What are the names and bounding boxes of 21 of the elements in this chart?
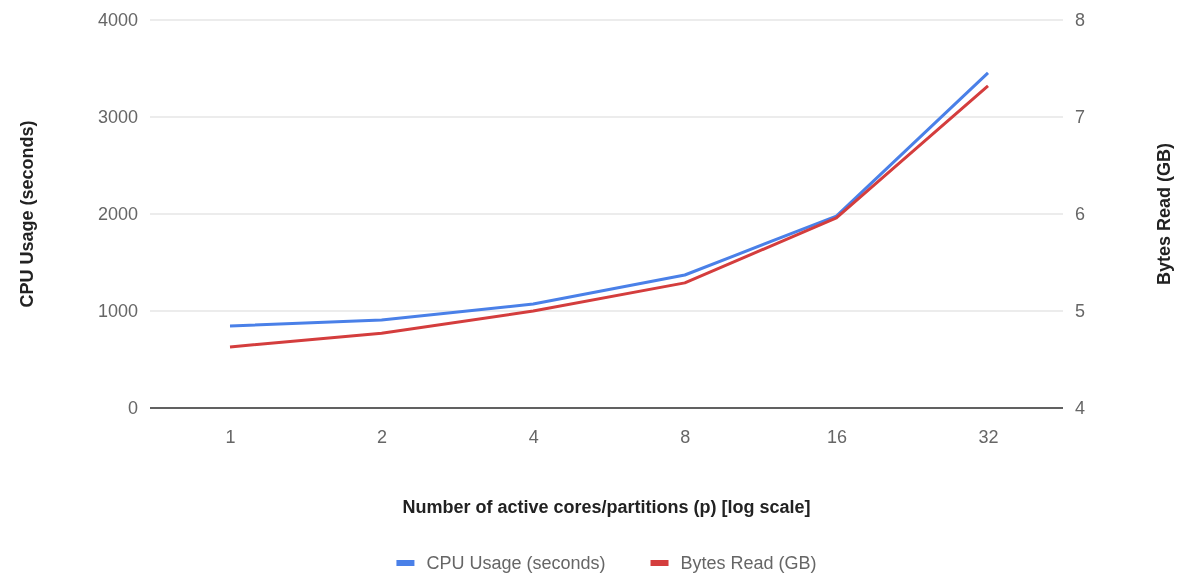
x-tick-label: 8 [680,426,691,447]
x-tick-label: 1 [225,426,236,447]
x-tick-label: 2 [377,426,388,447]
y2-tick-label: 5 [1075,301,1086,322]
y-tick-label: 2000 [97,204,138,225]
y-tick-label: 1000 [97,301,138,322]
y2-tick-label: 8 [1075,10,1086,31]
x-tick-label: 4 [528,426,539,447]
legend-label: Bytes Read (GB) [680,553,817,573]
x-tick-label: 16 [826,426,847,447]
y2-axis-title: Bytes Read (GB) [1154,142,1174,286]
y2-tick-label: 6 [1075,204,1086,225]
x-axis-title: Number of active cores/partitions (p) [log scale] [402,497,811,517]
y-tick-label: 3000 [97,107,138,128]
x-tick-label: 32 [978,426,999,447]
y2-tick-label: 7 [1075,107,1086,128]
y-tick-label: 4000 [97,10,138,31]
y-axis-title: CPU Usage (seconds) [17,120,37,308]
y-tick-label: 0 [127,398,138,419]
y2-tick-label: 4 [1075,398,1086,419]
legend-label: CPU Usage (seconds) [426,553,606,573]
